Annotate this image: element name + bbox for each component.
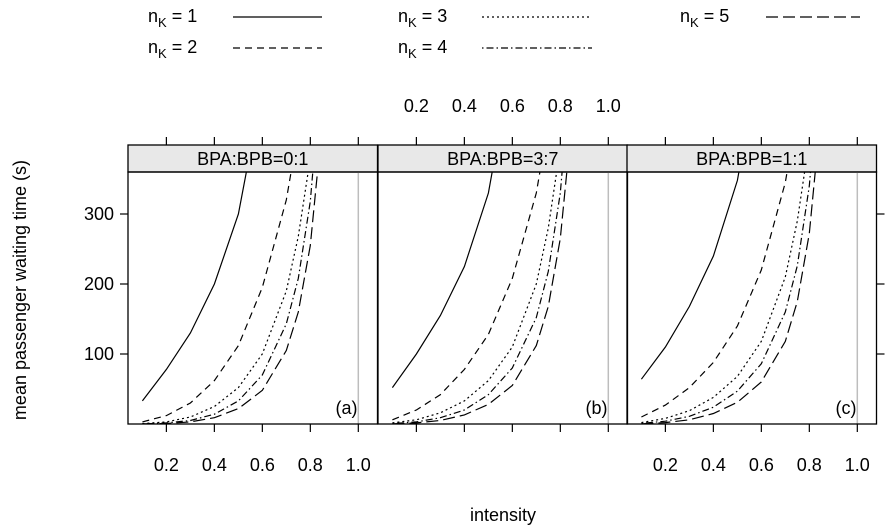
series-line-nk-3	[392, 172, 558, 424]
panel-2: BPA:BPB=3:7 (b)	[377, 144, 629, 425]
panel-tag: (b)	[586, 398, 608, 418]
y-tick-label: 300	[84, 204, 114, 224]
series-line-nk-1	[391, 172, 493, 388]
x-tick-label-bottom: 0.2	[154, 455, 179, 475]
y-tick-label: 200	[84, 274, 114, 294]
series-line-nk-5	[641, 172, 816, 424]
top-axis: 0.2 0.4 0.6 0.8 1.0	[165, 96, 858, 145]
legend-label-nk-5: nK = 5	[680, 6, 729, 30]
panel-series	[640, 172, 816, 424]
panel-strip-label: BPA:BPB=0:1	[197, 149, 308, 169]
panel-tag: (c)	[836, 398, 857, 418]
panel-strip	[626, 144, 878, 173]
x-tick-label-top: 0.2	[404, 96, 429, 116]
x-tick-label-bottom: 0.4	[701, 455, 726, 475]
legend-label-nk-4: nK = 4	[398, 37, 447, 61]
panel-strip	[377, 144, 629, 173]
x-tick-label-top: 0.6	[500, 96, 525, 116]
panel-strip-label: BPA:BPB=3:7	[447, 149, 558, 169]
panel-frame	[377, 171, 629, 425]
series-line-nk-3	[641, 172, 806, 424]
legend-label-nk-2: nK = 2	[148, 37, 197, 61]
series-line-nk-4	[641, 172, 812, 424]
x-tick-label-bottom: 0.2	[653, 455, 678, 475]
x-tick-label-bottom: 0.8	[797, 455, 822, 475]
series-line-nk-2	[641, 172, 788, 418]
x-tick-label-top: 0.4	[452, 96, 477, 116]
panel-frame	[626, 171, 878, 425]
legend-label-nk-3: nK = 3	[398, 6, 447, 30]
bottom-axis: 0.2 0.4 0.6 0.8 1.0 0.2 0.4 0.6 0.8 1.0	[154, 424, 870, 475]
panel-tag: (a)	[336, 398, 358, 418]
x-tick-label-bottom: 1.0	[845, 455, 870, 475]
panel-3: BPA:BPB=1:1 (c)	[626, 144, 878, 425]
x-tick-label-bottom: 0.6	[749, 455, 774, 475]
panel-strip-label: BPA:BPB=1:1	[696, 149, 807, 169]
series-line-nk-2	[142, 172, 292, 423]
x-tick-label-bottom: 0.8	[298, 455, 323, 475]
panels: BPA:BPB=0:1 (a) BPA:BPB=3:7 (b) BPA:BPB=1:1 (…	[127, 144, 878, 425]
x-tick-label-bottom: 0.4	[202, 455, 227, 475]
x-tick-label-bottom: 0.6	[250, 455, 275, 475]
series-line-nk-4	[142, 172, 314, 424]
y-axis-label: mean passenger waiting time (s)	[10, 160, 30, 420]
x-axis-label: intensity	[470, 505, 536, 525]
series-line-nk-5	[142, 172, 319, 424]
y-tick-label: 100	[84, 344, 114, 364]
legend-label-nk-1: nK = 1	[148, 6, 197, 30]
series-line-nk-5	[392, 172, 568, 424]
panel-series	[141, 172, 319, 424]
series-line-nk-2	[392, 172, 541, 421]
series-line-nk-1	[141, 172, 247, 402]
y-axis: 100 200 300	[84, 204, 885, 364]
legend: nK = 1 nK = 2 nK = 3 nK = 4 nK = 5	[148, 6, 860, 61]
panel-series	[391, 172, 568, 424]
x-tick-label-bottom: 1.0	[346, 455, 371, 475]
panel-1: BPA:BPB=0:1 (a)	[127, 144, 379, 425]
x-tick-label-top: 1.0	[596, 96, 621, 116]
x-tick-label-top: 0.8	[548, 96, 573, 116]
series-line-nk-3	[142, 172, 309, 424]
series-line-nk-4	[392, 172, 563, 424]
series-line-nk-1	[640, 172, 740, 380]
